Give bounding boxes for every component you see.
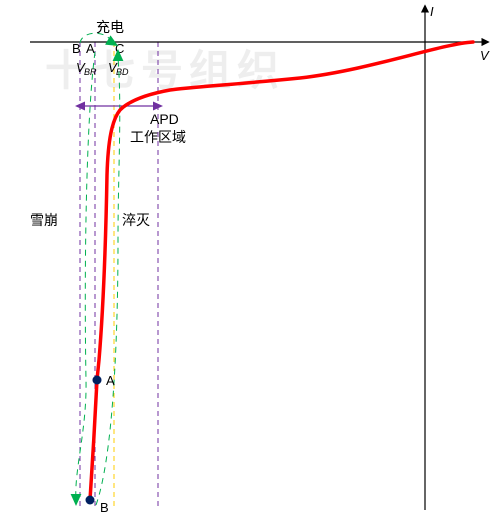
point-b xyxy=(86,496,95,505)
axis-label-i: I xyxy=(430,4,434,19)
point-b-label: B xyxy=(100,500,109,515)
cycle-quench-path xyxy=(96,58,120,505)
iv-curve xyxy=(90,42,473,500)
svg-text:BD: BD xyxy=(116,67,129,77)
label-quench: 淬灭 xyxy=(122,212,150,228)
label-charge: 充电 xyxy=(96,19,124,35)
label-apd1: APD xyxy=(150,111,179,127)
label-apd2: 工作区域 xyxy=(130,129,186,145)
point-a-label: A xyxy=(106,373,115,388)
point-a xyxy=(93,376,102,385)
label-avalanche: 雪崩 xyxy=(30,212,58,228)
cycle-avalanche-path xyxy=(76,52,95,500)
top-mark-b: B xyxy=(72,41,81,56)
axis-label-v: V xyxy=(480,48,490,63)
top-mark-a: A xyxy=(86,41,95,56)
svg-text:BR: BR xyxy=(84,67,97,77)
